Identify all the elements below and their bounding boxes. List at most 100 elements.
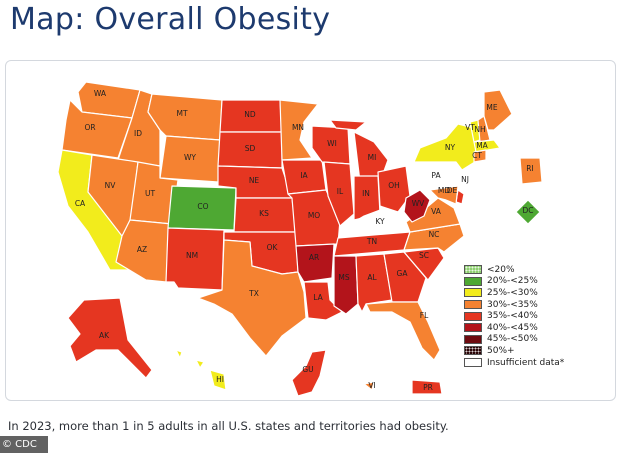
state-ME[interactable] [483, 89, 513, 131]
state-label-ME: ME [486, 103, 497, 112]
state-label-NC: NC [429, 230, 440, 239]
legend-item: 40%-<45% [464, 322, 564, 334]
state-label-PA: PA [431, 171, 441, 180]
state-label-GA: GA [397, 269, 409, 278]
legend-label: 45%-<50% [487, 334, 538, 345]
state-label-OH: OH [388, 181, 400, 190]
state-labels: WA OR CA ID NV MT WY UT AZ CO NM ND SD NE KS OK TX MN IA MO… [75, 89, 534, 392]
state-label-OK: OK [267, 243, 279, 252]
legend-label: 30%-<35% [487, 299, 538, 310]
map-caption: In 2023, more than 1 in 5 adults in all … [8, 419, 449, 433]
legend-label: 25%-<30% [487, 287, 538, 298]
state-label-DE: DE [447, 186, 458, 195]
state-label-MT: MT [176, 109, 187, 118]
state-PR[interactable] [411, 379, 443, 395]
state-label-GU: GU [302, 365, 313, 374]
legend-swatch [464, 358, 482, 368]
state-label-WV: WV [412, 199, 425, 208]
state-MA[interactable] [473, 139, 501, 153]
state-label-NH: NH [474, 125, 485, 134]
state-OR[interactable] [61, 99, 133, 159]
state-FL[interactable] [365, 301, 441, 361]
state-label-AK: AK [99, 331, 110, 340]
state-AR[interactable] [295, 243, 335, 283]
state-label-NE: NE [249, 176, 260, 185]
state-label-NM: NM [186, 251, 198, 260]
state-label-HI: HI [216, 375, 224, 384]
state-label-MO: MO [308, 211, 320, 220]
state-RI[interactable] [519, 157, 543, 185]
state-label-LA: LA [313, 293, 323, 302]
state-label-IN: IN [362, 189, 370, 198]
legend-item: 35%-<40% [464, 310, 564, 322]
state-label-PR: PR [423, 383, 433, 392]
state-MD[interactable] [429, 185, 459, 205]
legend-item: 30%-<35% [464, 299, 564, 311]
legend-label: 35%-<40% [487, 311, 538, 322]
state-label-WA: WA [94, 89, 107, 98]
state-NJ[interactable] [459, 169, 471, 195]
state-HI[interactable] [175, 349, 227, 391]
legend-swatch [464, 323, 482, 333]
state-label-KS: KS [259, 209, 269, 218]
state-label-CO: CO [197, 202, 208, 211]
state-label-CT: CT [472, 151, 482, 160]
state-SC[interactable] [403, 247, 445, 281]
state-AK[interactable] [67, 297, 153, 379]
state-label-VT: VT [465, 123, 475, 132]
state-GA[interactable] [383, 251, 427, 303]
state-label-AL: AL [367, 273, 377, 282]
state-label-MI: MI [368, 153, 377, 162]
state-LA[interactable] [303, 281, 343, 321]
state-WV[interactable] [403, 189, 431, 223]
legend-label: 20%-<25% [487, 276, 538, 287]
state-OH[interactable] [377, 165, 411, 213]
state-CT[interactable] [473, 149, 487, 163]
legend: <20% 20%-<25% 25%-<30% 30%-<35% 35%-<40%… [464, 264, 564, 368]
state-NM[interactable] [165, 227, 225, 291]
state-MS[interactable] [333, 255, 359, 315]
legend-swatch [464, 334, 482, 344]
state-label-AR: AR [309, 253, 319, 262]
state-label-VI: VI [368, 381, 375, 390]
legend-item: 45%-<50% [464, 334, 564, 346]
legend-swatch [464, 288, 482, 298]
state-label-OR: OR [84, 123, 95, 132]
state-label-AZ: AZ [137, 245, 147, 254]
state-label-UT: UT [145, 189, 155, 198]
legend-item: <20% [464, 264, 564, 276]
state-label-VA: VA [431, 207, 442, 216]
state-label-ID: ID [134, 129, 142, 138]
state-label-NY: NY [445, 143, 456, 152]
state-label-KY: KY [375, 217, 385, 226]
state-label-IA: IA [300, 171, 308, 180]
state-IL[interactable] [323, 161, 355, 227]
image-credit: © CDC [0, 436, 48, 453]
legend-item: 50%+ [464, 345, 564, 357]
legend-label: 40%-<45% [487, 322, 538, 333]
state-GU[interactable] [291, 349, 327, 397]
state-VI[interactable] [363, 381, 375, 391]
legend-swatch [464, 276, 482, 286]
state-label-TN: TN [366, 237, 377, 246]
legend-swatch [464, 300, 482, 310]
page-title: Map: Overall Obesity [10, 2, 331, 37]
state-label-WY: WY [184, 153, 196, 162]
state-TX[interactable] [197, 239, 307, 357]
legend-item: Insufficient data* [464, 357, 564, 369]
state-label-WI: WI [327, 139, 337, 148]
state-label-MS: MS [338, 273, 349, 282]
legend-label: 50%+ [487, 345, 515, 356]
state-DC[interactable] [515, 199, 541, 225]
state-label-MA: MA [476, 141, 488, 150]
state-label-RI: RI [526, 164, 533, 173]
state-label-FL: FL [420, 311, 429, 320]
state-label-DC: DC [522, 206, 533, 215]
state-label-MD: MD [438, 186, 450, 195]
legend-item: 20%-<25% [464, 276, 564, 288]
state-label-SC: SC [419, 251, 429, 260]
legend-item: 25%-<30% [464, 287, 564, 299]
legend-swatch [464, 346, 482, 356]
state-label-ND: ND [244, 110, 256, 119]
state-label-TX: TX [248, 289, 259, 298]
